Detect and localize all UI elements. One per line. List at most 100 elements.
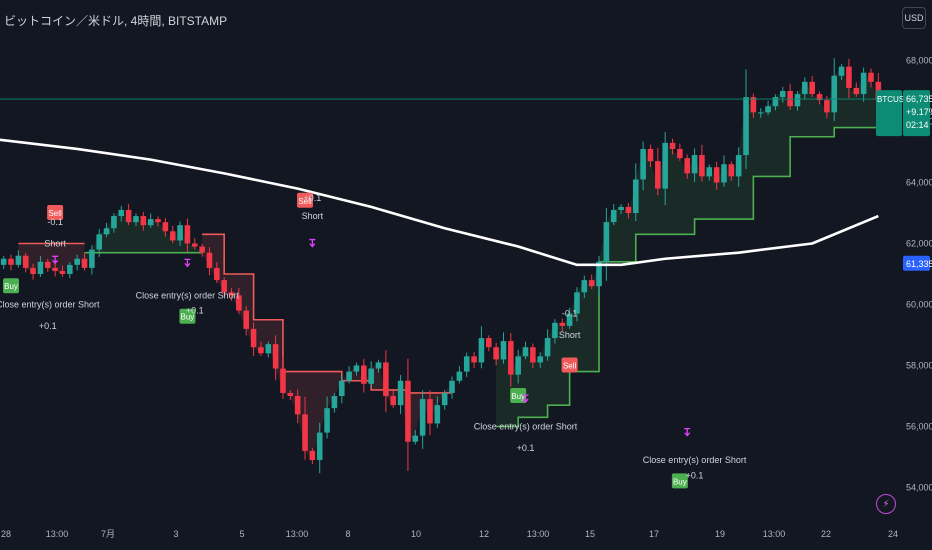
candle: [412, 435, 419, 442]
candle: [258, 347, 264, 354]
exit-arrow-icon: [184, 258, 191, 268]
candle: [794, 94, 801, 107]
candles: [0, 58, 882, 474]
candle: [375, 362, 382, 369]
candle: [485, 338, 492, 348]
signal-annotation: Close entry(s) order Short: [643, 455, 747, 465]
candle: [30, 267, 36, 274]
sell-signal-text: Sell: [563, 362, 577, 371]
buy-signal-label: [671, 473, 688, 489]
exit-arrow-icon: [309, 238, 316, 248]
candle: [434, 405, 441, 424]
candle: [596, 261, 602, 287]
candle: [772, 97, 779, 107]
candle: [853, 87, 860, 95]
candle: [52, 267, 58, 271]
x-tick-label: 7月: [101, 529, 115, 539]
y-tick-label: 58,000: [906, 361, 932, 371]
signal-annotation: -0.1: [562, 309, 578, 319]
y-tick-label: 68,000: [906, 56, 932, 66]
x-tick-label: 5: [239, 529, 244, 539]
candle: [522, 347, 529, 357]
signal-annotation: Short: [44, 239, 66, 249]
candle: [250, 328, 257, 348]
candle: [294, 396, 301, 415]
candle: [111, 216, 117, 229]
candle: [706, 167, 713, 177]
candle: [647, 148, 654, 162]
candle: [397, 380, 404, 406]
candle: [655, 161, 661, 189]
signal-annotation: Close entry(s) order Short: [474, 422, 578, 432]
x-tick-label: 24: [888, 529, 898, 539]
candle: [824, 100, 830, 113]
candle: [125, 209, 132, 223]
chart-title: ビットコイン／米ドル, 4時間, BITSTAMP: [4, 14, 228, 28]
candle: [691, 155, 698, 174]
last-price-change: +9.17%: [906, 107, 932, 117]
candle: [677, 148, 683, 159]
candle: [809, 81, 815, 95]
candle: [765, 106, 771, 113]
trailing-stop-down-fill: [371, 362, 408, 442]
candle: [81, 258, 88, 268]
buy-signal-text: Buy: [4, 282, 18, 291]
candle: [199, 246, 205, 253]
candle: [89, 249, 95, 268]
candle: [67, 264, 73, 274]
last-price-box: [903, 90, 930, 137]
candle: [530, 347, 536, 363]
candle: [8, 258, 14, 265]
candle: [508, 341, 514, 375]
candle: [500, 341, 507, 360]
candle: [721, 164, 727, 183]
y-tick-label: 64,000: [906, 178, 932, 188]
candle: [537, 356, 544, 363]
exit-arrow-icon: [684, 428, 691, 437]
candle: [625, 206, 632, 213]
candle: [59, 270, 66, 274]
candle: [419, 399, 426, 436]
candle: [236, 295, 242, 311]
candle: [743, 97, 749, 156]
candle: [728, 164, 735, 177]
candle: [640, 148, 646, 180]
x-tick-label: 13:00: [286, 529, 309, 539]
trailing-stop-down-fill: [282, 371, 342, 461]
buy-signal-text: Buy: [181, 313, 195, 322]
buy-signal-label: [3, 278, 20, 294]
candle: [147, 219, 154, 226]
trailing-stop-up-fill: [790, 75, 835, 137]
candle: [618, 206, 624, 210]
moving-average-line: [0, 138, 879, 267]
candle: [103, 228, 110, 235]
candle: [37, 261, 44, 274]
trailing-stop-up-line: [496, 126, 879, 428]
candle: [831, 75, 838, 113]
candle: [214, 267, 220, 281]
candle: [0, 258, 7, 265]
last-price-tag: [876, 90, 902, 137]
candle: [184, 225, 191, 244]
signal-annotation: Short: [302, 211, 324, 221]
signal-annotation: +0.1: [186, 306, 204, 316]
trailing-stop-up-fill: [569, 261, 600, 372]
candle: [713, 167, 720, 183]
currency-button[interactable]: USD: [902, 7, 926, 29]
buy-signal-text: Buy: [511, 392, 525, 401]
candle: [816, 94, 823, 101]
lightning-icon[interactable]: ⚡: [876, 494, 896, 514]
x-tick-label: 12: [479, 529, 489, 539]
candle: [191, 243, 198, 247]
candle: [15, 255, 22, 265]
candle: [228, 292, 235, 296]
candle: [846, 66, 852, 88]
signal-annotation: Short: [559, 330, 581, 340]
candle: [383, 362, 389, 396]
y-tick-label: 54,000: [906, 483, 932, 493]
trailing-stop-down-fill: [202, 234, 225, 293]
candle: [221, 280, 227, 293]
sell-signal-text: Sell: [48, 209, 62, 218]
y-tick-label: 56,000: [906, 422, 932, 432]
